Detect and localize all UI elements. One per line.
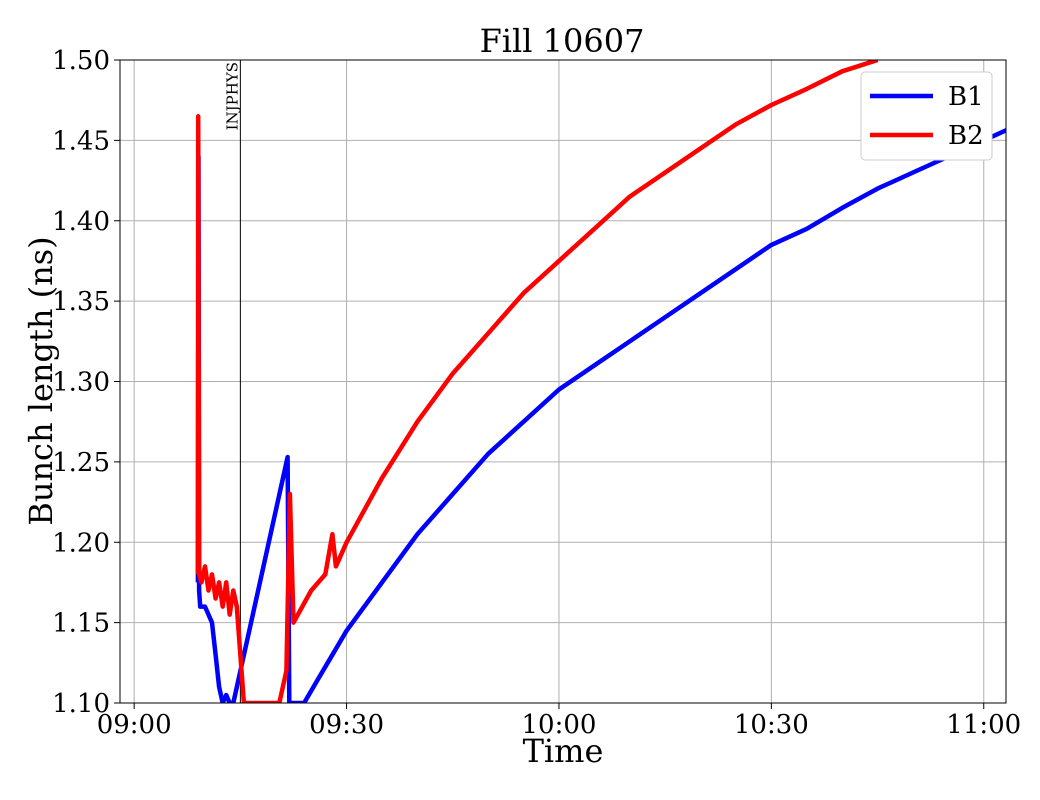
y-tick-label: 1.15 xyxy=(52,609,110,639)
x-tick-label: 10:00 xyxy=(521,710,596,740)
y-axis-label: Bunch length (ns) xyxy=(22,236,60,525)
y-tick-label: 1.25 xyxy=(52,448,110,478)
y-tick-label: 1.10 xyxy=(52,689,110,719)
x-tick-label: 11:00 xyxy=(946,710,1021,740)
x-tick-label: 10:30 xyxy=(734,710,809,740)
y-tick-label: 1.45 xyxy=(52,126,110,156)
y-tick-label: 1.50 xyxy=(52,46,110,76)
chart-title: Fill 10607 xyxy=(480,22,645,60)
legend-label-b1: B1 xyxy=(948,82,984,112)
x-tick-label: 09:00 xyxy=(97,710,172,740)
annotation-label: INJPHYS xyxy=(223,62,241,130)
y-tick-label: 1.40 xyxy=(52,207,110,237)
y-tick-label: 1.30 xyxy=(52,368,110,398)
y-axis: 1.10 1.15 1.20 1.25 1.30 1.35 1.40 1.45 1.50 xyxy=(52,46,120,719)
y-tick-label: 1.20 xyxy=(52,528,110,558)
series-line-b1 xyxy=(195,127,1006,703)
y-tick-label: 1.35 xyxy=(52,287,110,317)
legend-label-b2: B2 xyxy=(948,121,984,151)
series-lines xyxy=(195,60,1006,703)
x-axis-label: Time xyxy=(523,732,604,770)
x-axis: 09:0009:3010:0010:3011:0011:3012:0012:30… xyxy=(97,703,1021,740)
annotations: INJPHYS xyxy=(223,60,241,703)
series-line-b2 xyxy=(195,60,879,703)
x-tick-label: 09:30 xyxy=(309,710,384,740)
